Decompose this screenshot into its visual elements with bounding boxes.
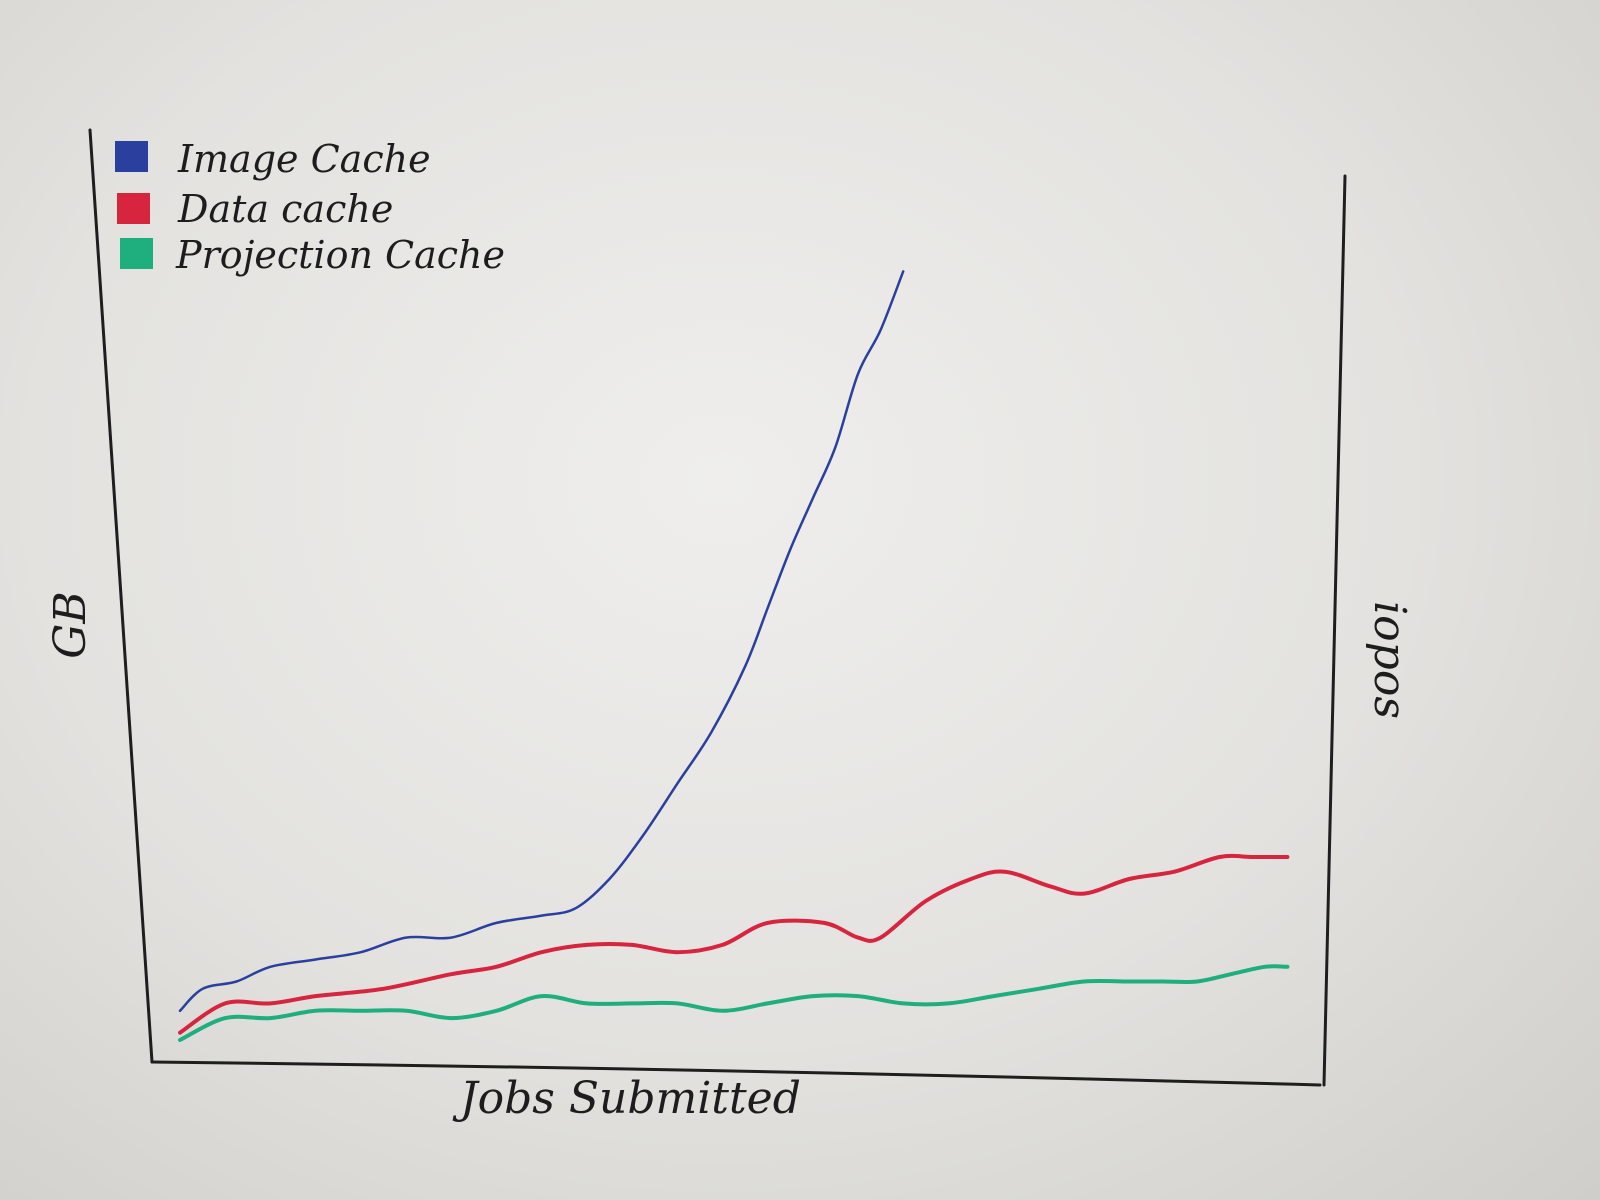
x-axis (150, 1060, 1322, 1087)
legend-swatch-image-cache (115, 141, 148, 172)
legend-label-image-cache: Image Cache (177, 137, 431, 181)
legend-label-data-cache: Data cache (177, 187, 393, 231)
y-axis (88, 128, 154, 1064)
secondary-y-axis-label: iopos (1364, 601, 1415, 719)
legend-swatch-data-cache (117, 193, 150, 224)
x-axis-label: Jobs Submitted (452, 1073, 801, 1124)
legend: Image Cache Data cache Projection Cache (115, 137, 505, 277)
plot-area (178, 270, 1290, 1042)
series-line-projection-cache (178, 964, 1290, 1042)
legend-swatch-projection-cache (120, 238, 153, 269)
series-line-image-cache (178, 270, 905, 1013)
legend-label-projection-cache: Projection Cache (175, 233, 505, 277)
series-line-data-cache (178, 853, 1290, 1035)
secondary-y-axis (1322, 174, 1347, 1087)
y-axis-label: GB (45, 591, 96, 658)
